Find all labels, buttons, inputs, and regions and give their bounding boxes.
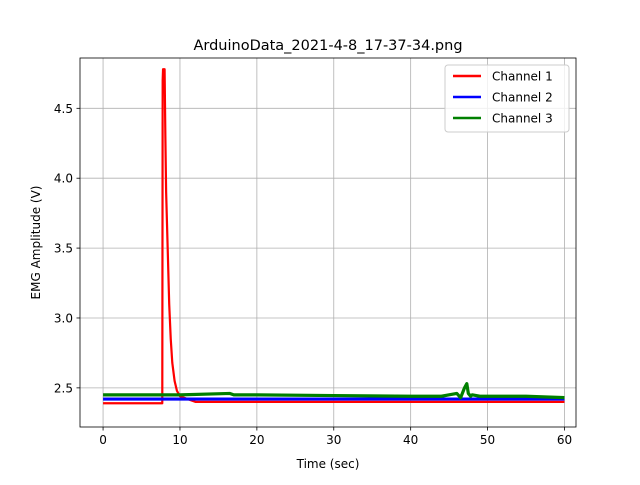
- x-tick-label: 20: [249, 433, 264, 447]
- legend-label-channel-2: Channel 2: [492, 91, 553, 105]
- legend: Channel 1 Channel 2 Channel 3: [444, 64, 570, 133]
- x-tick-label: 50: [480, 433, 495, 447]
- series-line-channel-1: [103, 68, 565, 405]
- legend-box: [444, 64, 570, 133]
- x-tick-label: 30: [326, 433, 341, 447]
- y-axis-label: EMG Amplitude (V): [29, 186, 43, 300]
- x-tick-label: 0: [99, 433, 107, 447]
- y-tick-label: 2.5: [54, 381, 73, 395]
- x-tick-label: 40: [403, 433, 418, 447]
- y-tick-label: 3.5: [54, 242, 73, 256]
- series-line-channel-3: [103, 382, 565, 400]
- legend-label-channel-1: Channel 1: [492, 70, 553, 84]
- legend-label-channel-3: Channel 3: [492, 112, 553, 126]
- y-tick-label: 3.0: [54, 311, 73, 325]
- chart-title: ArduinoData_2021-4-8_17-37-34.png: [193, 38, 462, 54]
- x-tick-label: 60: [557, 433, 572, 447]
- tick-layer: 0 10 20 30 40 50 60 2.5 3.0 3.5 4.0 4.5: [54, 102, 572, 447]
- plot-area-frame: [79, 57, 577, 428]
- y-tick-label: 4.5: [54, 102, 73, 116]
- x-axis-label: Time (sec): [296, 457, 360, 471]
- series-layer: [103, 68, 565, 405]
- x-tick-label: 10: [172, 433, 187, 447]
- y-tick-label: 4.0: [54, 172, 73, 186]
